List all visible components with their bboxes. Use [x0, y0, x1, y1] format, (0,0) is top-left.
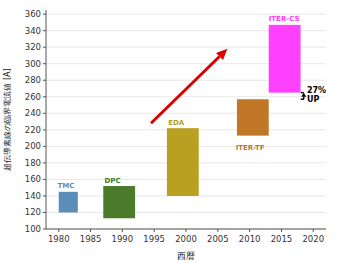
bar	[269, 25, 301, 93]
y-tick-label: 100	[25, 224, 41, 234]
x-tick-label: 2010	[239, 234, 261, 244]
bracket-bottom	[301, 99, 304, 101]
increase-label-line: 27%	[307, 86, 326, 95]
x-axis-label: 西暦	[177, 251, 195, 261]
increase-label-line: UP	[307, 95, 319, 104]
y-tick-label: 120	[25, 207, 41, 217]
x-tick-label: 2005	[207, 234, 229, 244]
y-tick-label: 160	[25, 174, 41, 184]
grid-line	[46, 229, 326, 230]
plot-area	[59, 25, 307, 218]
bar	[237, 99, 269, 135]
x-tick-label: 2000	[175, 234, 197, 244]
x-tick-label: 1980	[48, 234, 70, 244]
increase-label: 27%UP	[307, 86, 326, 104]
y-axis-label: 超伝導素線の臨界電流値 [A]	[3, 68, 12, 170]
bar-label: DPC	[105, 177, 121, 185]
x-tick-label: 2015	[271, 234, 293, 244]
x-tick-label: 1995	[143, 234, 165, 244]
grid-line	[46, 212, 326, 213]
y-tick-label: 300	[25, 59, 41, 69]
y-tick-label: 360	[25, 9, 41, 19]
bar-label: TMC	[57, 182, 74, 190]
x-tick-label: 1985	[80, 234, 102, 244]
x-axis	[46, 229, 326, 230]
bracket-top	[301, 92, 304, 94]
bar	[167, 128, 199, 196]
y-tick-label: 220	[25, 125, 41, 135]
grid-line	[46, 113, 326, 114]
x-tick-label: 1990	[112, 234, 134, 244]
y-tick-label: 180	[25, 158, 41, 168]
y-tick-label: 320	[25, 42, 41, 52]
bar-label: ITER-TF	[236, 144, 265, 152]
y-tick-label: 260	[25, 92, 41, 102]
x-tick-label: 2020	[302, 234, 324, 244]
grid-line	[46, 96, 326, 97]
y-tick-label: 200	[25, 141, 41, 151]
bar	[103, 186, 135, 218]
y-tick-label: 280	[25, 75, 41, 85]
bar	[59, 192, 78, 213]
y-tick-label: 140	[25, 191, 41, 201]
y-tick-label: 240	[25, 108, 41, 118]
bar-label: EDA	[168, 119, 185, 127]
increase-arrow-head	[301, 93, 306, 97]
chart: 100 120 140 160 180 200 220 240 260 280 300 320 340 3…	[0, 0, 340, 263]
bar-label: ITER-CS	[269, 15, 300, 23]
y-axis	[46, 10, 47, 229]
trend-arrow	[151, 57, 219, 124]
grid	[46, 14, 326, 229]
y-tick-label: 340	[25, 26, 41, 36]
